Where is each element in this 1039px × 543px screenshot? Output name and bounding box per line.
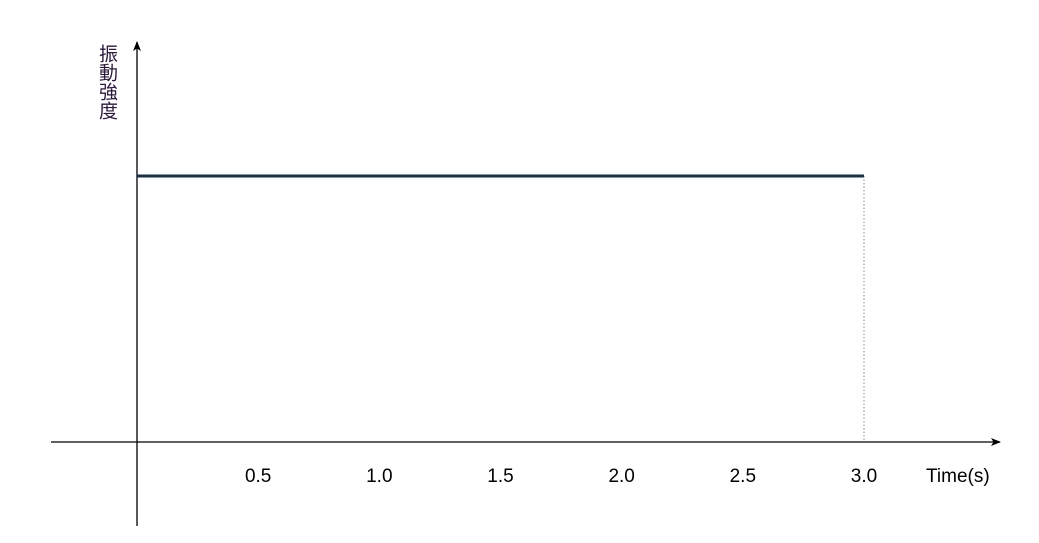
y-axis-label: 振動強度 <box>96 44 118 120</box>
x-tick-label: 3.0 <box>851 466 877 487</box>
x-tick-label: 1.5 <box>487 466 513 487</box>
x-tick-label: 2.0 <box>608 466 634 487</box>
x-tick-labels: 0.5 1.0 1.5 2.0 2.5 3.0 <box>245 466 877 487</box>
x-tick-label: 0.5 <box>245 466 271 487</box>
x-axis-label: Time(s) <box>926 466 990 487</box>
x-tick-label: 1.0 <box>366 466 392 487</box>
x-tick-label: 2.5 <box>730 466 756 487</box>
series-layer <box>137 174 865 442</box>
